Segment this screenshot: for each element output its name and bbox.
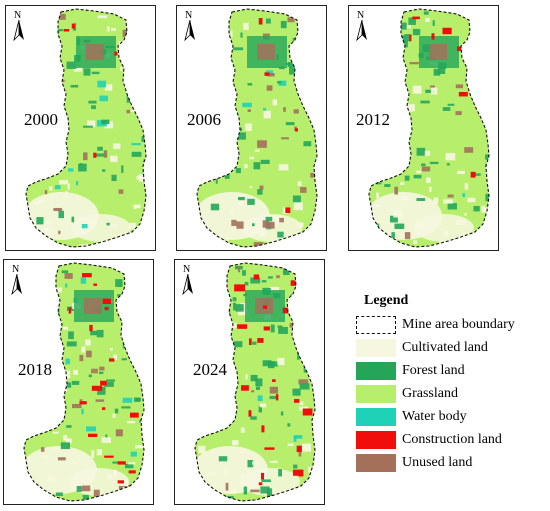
legend-label: Cultivated land — [402, 339, 488, 355]
north-label: N — [357, 10, 365, 21]
legend-swatch — [356, 361, 396, 380]
land-use-map — [194, 262, 316, 502]
legend-label: Forest land — [402, 362, 465, 378]
map-panel-2000: N 2000 — [5, 5, 156, 251]
land-use-map — [196, 8, 318, 248]
legend-label: Construction land — [402, 431, 502, 447]
north-arrow-icon — [184, 20, 195, 42]
land-use-map — [25, 8, 147, 248]
legend-swatch — [356, 453, 396, 472]
year-label: 2018 — [18, 360, 52, 379]
north-arrow-icon — [356, 20, 367, 42]
map-panel-2012: N 2012 — [348, 5, 499, 251]
year-label: 2006 — [187, 110, 221, 129]
legend-item-unused-land: Unused land — [356, 451, 546, 474]
north-arrow-icon — [182, 274, 193, 296]
year-label: 2000 — [24, 110, 58, 129]
legend-swatch — [356, 407, 396, 426]
legend-item-mine-boundary: Mine area boundary — [356, 313, 546, 336]
map-panel-2006: N 2006 — [176, 5, 327, 251]
year-label: 2024 — [193, 360, 227, 379]
legend-label: Unused land — [402, 454, 473, 470]
legend-item-water-body: Water body — [356, 405, 546, 428]
legend-item-grassland: Grassland — [356, 382, 546, 405]
legend-swatch — [356, 384, 396, 403]
legend-item-forest-land: Forest land — [356, 359, 546, 382]
legend: Legend Mine area boundary Cultivated lan… — [356, 293, 546, 474]
legend-label: Water body — [402, 408, 467, 424]
legend-item-construction-land: Construction land — [356, 428, 546, 451]
map-panel-2018: N 2018 — [3, 259, 154, 505]
legend-title: Legend — [364, 293, 409, 308]
north-label: N — [183, 264, 191, 275]
north-arrow-icon — [11, 274, 22, 296]
land-use-map — [23, 262, 145, 502]
north-label: N — [14, 10, 22, 21]
map-panel-2024: N 2024 — [174, 259, 325, 505]
legend-label: Grassland — [402, 385, 458, 401]
legend-swatch — [356, 315, 396, 334]
legend-item-cultivated-land: Cultivated land — [356, 336, 546, 359]
year-label: 2012 — [356, 110, 390, 129]
legend-label: Mine area boundary — [402, 316, 515, 332]
legend-swatch — [356, 338, 396, 357]
land-use-map — [368, 8, 490, 248]
north-label: N — [12, 264, 20, 275]
legend-swatch — [356, 430, 396, 449]
north-label: N — [185, 10, 193, 21]
north-arrow-icon — [13, 20, 24, 42]
